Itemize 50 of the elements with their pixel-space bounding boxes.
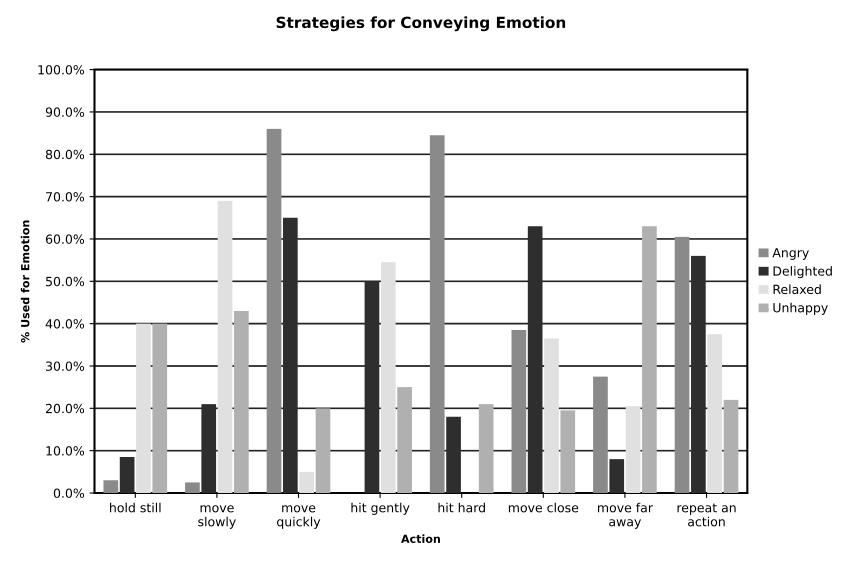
bar <box>544 338 559 493</box>
x-tick-label: hit hard <box>438 502 485 512</box>
y-tick-label: 50.0% <box>46 276 84 286</box>
bar <box>609 459 624 493</box>
chart-title: Strategies for Conveying Emotion <box>276 16 566 32</box>
bar <box>185 482 200 493</box>
bar <box>397 387 412 493</box>
y-tick-label: 60.0% <box>46 234 84 244</box>
x-tick-label: hit gently <box>351 502 410 515</box>
y-tick-label: 40.0% <box>46 319 84 329</box>
bar <box>511 330 526 493</box>
legend-label: Unhappy <box>773 302 828 315</box>
legend-label: Angry <box>772 248 809 260</box>
legend-label: Relaxed <box>774 284 821 294</box>
bar <box>478 404 494 493</box>
bar <box>299 472 314 493</box>
legend-label: Delighted <box>774 266 832 278</box>
bar <box>120 457 134 493</box>
bar <box>430 135 445 493</box>
y-axis-title: % Used for Emotion <box>20 220 30 343</box>
x-axis-title: Action <box>401 534 440 543</box>
x-tick-label: move quickly <box>277 505 320 529</box>
bar <box>266 128 282 493</box>
bar <box>642 226 657 493</box>
bar <box>380 262 396 493</box>
y-tick-label: 90.0% <box>46 107 84 117</box>
y-tick-label: 10.0% <box>46 446 84 456</box>
bar <box>707 334 722 493</box>
x-tick-label: move far away <box>598 502 653 529</box>
bar <box>626 406 640 493</box>
bar <box>593 376 608 493</box>
bar <box>674 236 690 493</box>
bar <box>724 400 738 493</box>
y-tick-label: 20.0% <box>46 404 84 414</box>
y-tick-label: 70.0% <box>46 192 84 202</box>
bar <box>136 324 151 493</box>
bar <box>316 408 330 493</box>
x-tick-label: move slowly <box>198 505 236 529</box>
bar <box>560 410 576 493</box>
bar <box>103 480 118 493</box>
bar <box>234 310 249 493</box>
y-tick-label: 0.0% <box>54 488 84 498</box>
bar <box>218 200 232 493</box>
x-tick-label: move close <box>508 502 578 512</box>
y-tick-label: 100.0% <box>38 65 84 75</box>
y-tick-label: 80.0% <box>46 150 84 160</box>
y-tick-label: 30.0% <box>46 361 84 371</box>
x-tick-label: repeat an action <box>678 503 736 526</box>
bar <box>152 324 168 493</box>
x-tick-label: hold still <box>110 502 161 512</box>
